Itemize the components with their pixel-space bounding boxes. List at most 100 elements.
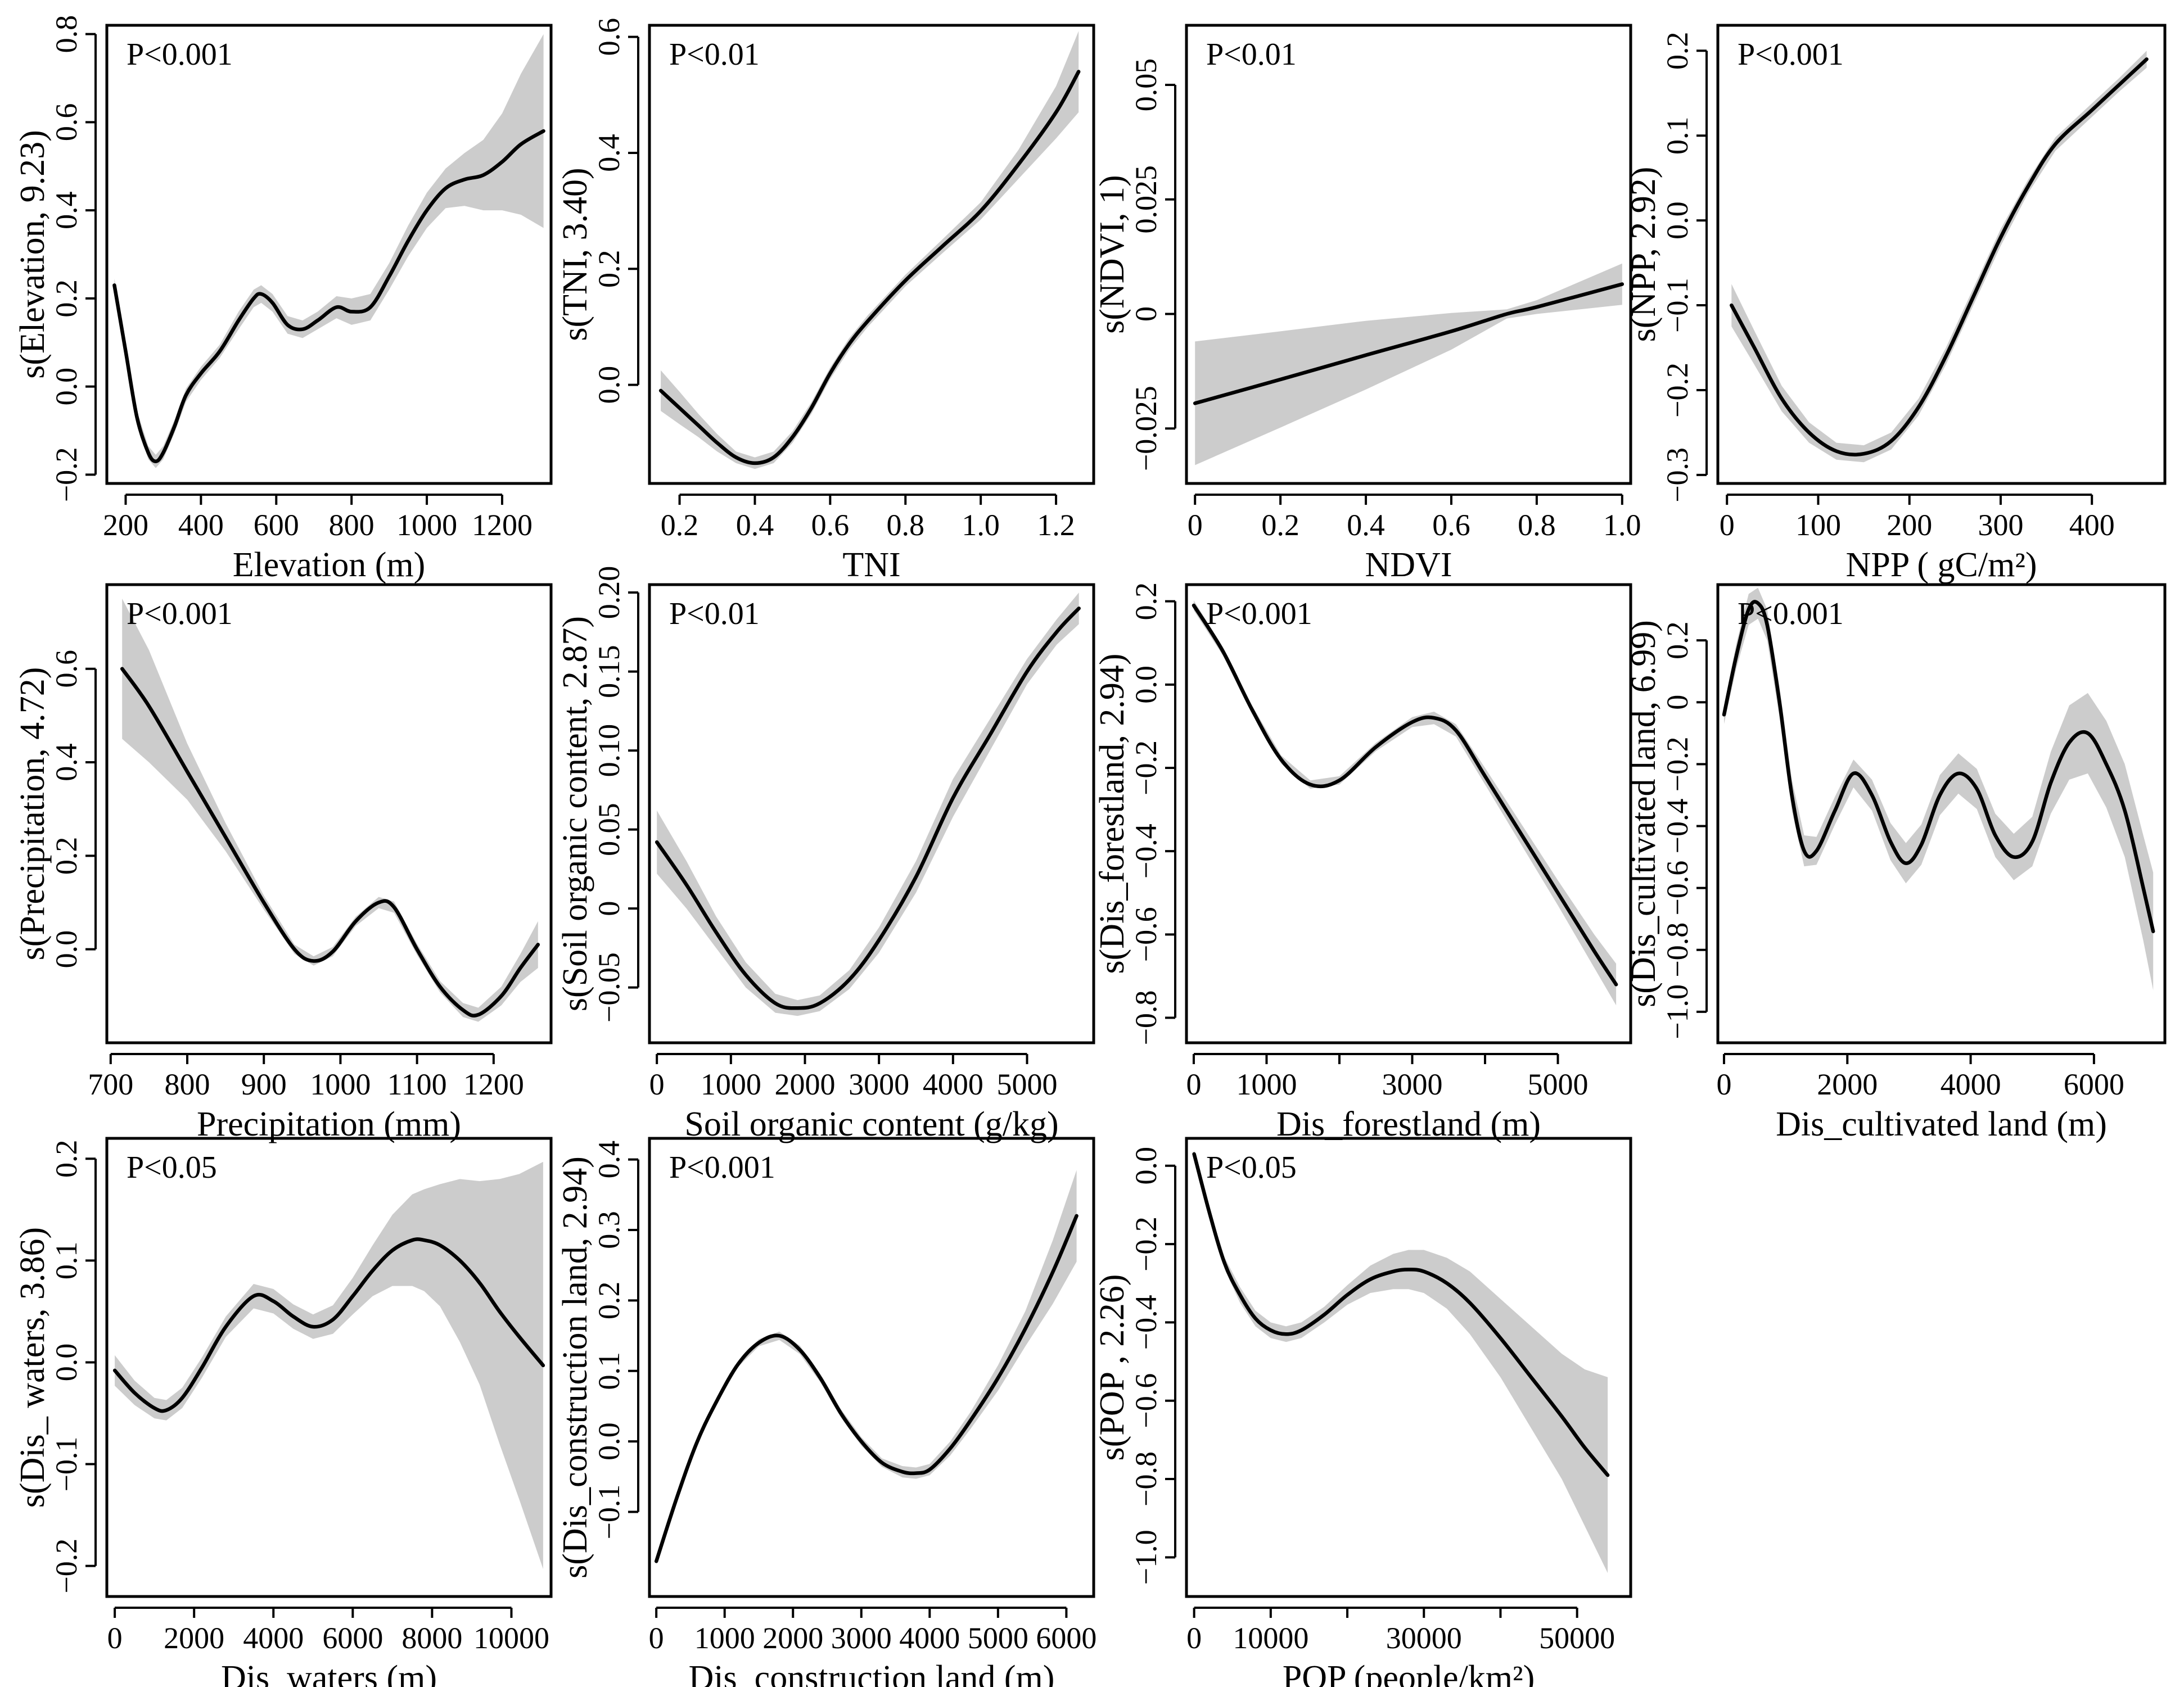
y-tick-label: 0.2 (1129, 582, 1163, 621)
y-tick-label: −0.2 (1660, 736, 1694, 792)
panel-frame (1185, 583, 1632, 1044)
x-tick-label: 3000 (831, 1621, 892, 1655)
y-tick-label: 0.2 (592, 250, 626, 288)
x-tick-label: 300 (1978, 508, 2023, 542)
x-tick-label: 5000 (968, 1621, 1028, 1655)
y-tick-label: 0.8 (49, 15, 83, 53)
x-tick-label: 200 (1887, 508, 1932, 542)
y-tick-label: 0 (1660, 695, 1694, 710)
p-value-label: P<0.001 (669, 1150, 775, 1185)
smooth-curve (655, 606, 1081, 1010)
panel-frame (648, 1137, 1095, 1598)
y-tick-label: −0.6 (1129, 907, 1163, 962)
x-tick-label: 0 (1186, 1068, 1201, 1101)
panel-frame (105, 583, 553, 1044)
y-tick-label: 0.1 (49, 1242, 83, 1280)
x-tick-label: 0 (649, 1068, 665, 1101)
x-axis-title: Dis_construction land (m) (689, 1659, 1055, 1687)
y-tick-label: −0.8 (1129, 1451, 1163, 1507)
confidence-band (1731, 51, 2147, 463)
y-tick-label: 0.0 (1129, 1147, 1163, 1185)
confidence-band (1194, 1150, 1608, 1573)
plot-area (1192, 1150, 1610, 1573)
confidence-band (1724, 587, 2154, 991)
y-tick-label: −0.6 (1129, 1373, 1163, 1428)
panel-dis_construction: 0 1000 2000 3000 4000 5000 6000 −0.1 0.0 0.1 0.2 0.… (556, 1137, 1096, 1687)
x-tick-label: 400 (2069, 508, 2115, 542)
y-axis-title: s(TNI, 3.40) (556, 168, 594, 341)
x-tick-label: 0.8 (1518, 508, 1556, 542)
x-tick-label: 1100 (387, 1068, 447, 1101)
panel-tni: 0.2 0.4 0.6 0.8 1.0 1.2 0.0 0.2 0.4 0.6 P<0.01 TNI s… (556, 18, 1095, 584)
p-value-label: P<0.01 (669, 596, 760, 631)
x-tick-label: 10000 (1233, 1621, 1308, 1655)
x-tick-label: 0.6 (1432, 508, 1470, 542)
x-tick-label: 3000 (849, 1068, 909, 1101)
smooth-curve (1192, 1152, 1610, 1477)
x-tick-label: 0 (1186, 1621, 1202, 1655)
y-axis-title: s(Dis_cultivated land, 6.99) (1625, 620, 1663, 1007)
confidence-band (115, 1161, 543, 1570)
x-tick-label: 2000 (1817, 1068, 1878, 1101)
x-tick-label: 4000 (899, 1621, 960, 1655)
x-tick-label: 0.8 (887, 508, 925, 542)
x-tick-label: 800 (165, 1068, 210, 1101)
smooth-curve (654, 1214, 1079, 1563)
y-axis-title: s(POP , 2.26) (1093, 1274, 1131, 1461)
y-axis-title: s(NDVI, 1) (1093, 175, 1131, 333)
y-tick-label: −1.0 (1660, 984, 1694, 1039)
y-tick-label: 0.2 (1660, 32, 1694, 70)
confidence-band (122, 598, 538, 1022)
x-tick-label: 50000 (1539, 1621, 1615, 1655)
y-tick-label: 0.15 (592, 645, 626, 698)
x-tick-label: 0 (1188, 508, 1203, 542)
x-axis-title: NDVI (1365, 546, 1452, 584)
smooth-curve (1730, 57, 2149, 456)
x-tick-label: 10000 (473, 1621, 549, 1655)
x-tick-label: 6000 (1036, 1621, 1096, 1655)
smooth-curve (112, 129, 545, 464)
x-tick-label: 1200 (472, 508, 533, 542)
y-tick-label: −0.3 (1660, 447, 1694, 503)
plot-area (1193, 263, 1625, 465)
x-axis-title: Dis_waters (m) (221, 1659, 437, 1687)
panel-npp: 0 100 200 300 400 −0.3 −0.2 −0.1 0.0 0.1 0.2 P<0.00… (1625, 24, 2167, 584)
x-tick-label: 0.2 (661, 508, 699, 542)
x-tick-label: 600 (254, 508, 299, 542)
y-tick-label: −0.4 (1129, 824, 1163, 879)
x-tick-label: 1.0 (1603, 508, 1641, 542)
x-tick-label: 1000 (701, 1068, 761, 1101)
plot-area (1722, 587, 2155, 991)
x-tick-label: 1000 (1236, 1068, 1297, 1101)
panel-frame (648, 583, 1095, 1044)
y-tick-label: 0.05 (1129, 58, 1163, 112)
y-tick-label: 0.025 (1129, 165, 1163, 234)
y-tick-label: 0.0 (49, 368, 83, 406)
y-tick-label: 0.05 (592, 803, 626, 856)
y-tick-label: −0.2 (1660, 363, 1694, 418)
plot-area (112, 1161, 545, 1570)
y-axis-title: s(NPP, 2.92) (1625, 167, 1663, 342)
x-tick-label: 0 (1716, 1068, 1731, 1101)
y-tick-label: −0.1 (1660, 278, 1694, 333)
y-tick-label: 0.0 (49, 1344, 83, 1382)
x-tick-label: 1000 (310, 1068, 371, 1101)
y-tick-label: 0.0 (49, 930, 83, 969)
x-tick-label: 4000 (1941, 1068, 2001, 1101)
y-tick-label: 0.2 (49, 1139, 83, 1178)
y-tick-label: 0.10 (592, 724, 626, 777)
y-tick-label: 0.0 (592, 366, 626, 404)
plot-area (112, 34, 545, 468)
y-tick-label: −0.6 (1660, 861, 1694, 916)
x-axis-title: TNI (842, 546, 900, 584)
x-tick-label: 30000 (1386, 1621, 1462, 1655)
x-axis-title: POP (people/km²) (1283, 1659, 1535, 1687)
p-value-label: P<0.05 (127, 1150, 217, 1185)
y-tick-label: 0.2 (49, 279, 83, 318)
panel-elevation: 200 400 600 800 1000 1200 −0.2 0.0 0.2 0.4 0.6 0.8 P… (13, 15, 553, 584)
smooth-curve (1193, 282, 1625, 405)
y-tick-label: −0.05 (592, 952, 626, 1023)
y-axis-title: s(Dis_forestland, 2.94) (1093, 654, 1131, 974)
y-tick-label: 0.2 (49, 837, 83, 875)
